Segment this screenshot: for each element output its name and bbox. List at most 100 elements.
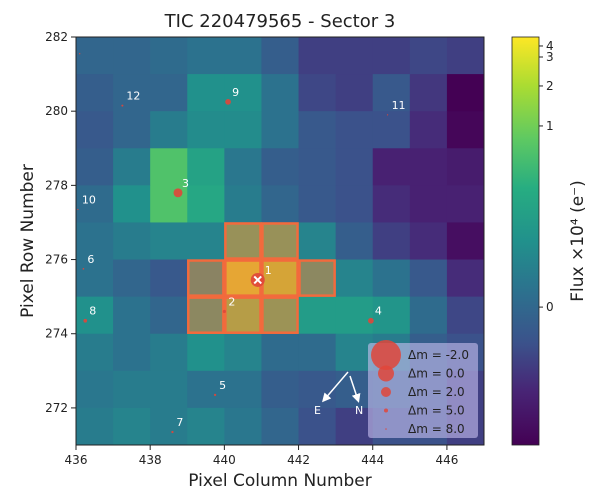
pixel-cell — [150, 185, 188, 223]
star-label: 6 — [87, 253, 94, 266]
pixel-cell — [150, 222, 188, 261]
aperture-pixel — [298, 259, 336, 297]
pixel-cell — [409, 74, 448, 112]
star-label: 3 — [182, 177, 189, 190]
pixel-cell — [187, 370, 225, 409]
pixel-cell — [76, 222, 114, 261]
colorbar-ticks: 43 2 1 0 — [539, 39, 554, 314]
pixel-cell — [409, 37, 448, 75]
pixel-cell — [224, 148, 262, 186]
star-marker — [121, 104, 124, 107]
star-label: 12 — [126, 90, 140, 103]
y-axis-ticks: 272 274 276 278 280 282 — [45, 30, 76, 415]
pixel-cell — [446, 148, 485, 186]
aperture-pixel — [224, 222, 262, 260]
pixel-cell — [76, 407, 114, 446]
pixel-cell — [150, 148, 188, 186]
legend-marker — [378, 365, 394, 382]
pixel-cell — [76, 259, 114, 298]
pixel-cell — [298, 296, 337, 335]
pixel-cell — [187, 333, 225, 372]
star-marker — [222, 309, 226, 314]
x-tick-label: 440 — [213, 453, 236, 467]
colorbar-tick-label: 2 — [546, 79, 554, 93]
colorbar-tick-label: 0 — [546, 300, 554, 314]
pixel-cell — [372, 37, 411, 75]
legend-label: Δm = 5.0 — [408, 404, 465, 418]
plot-frame — [75, 36, 485, 446]
pixel-cell — [113, 74, 151, 112]
pixel-cell — [335, 259, 374, 298]
colorbar-tick-label: 4 — [546, 39, 554, 53]
pixel-cell — [335, 111, 374, 149]
north-arrow-icon — [349, 375, 361, 403]
pixel-cell — [187, 111, 225, 149]
aperture-mask — [187, 222, 336, 334]
pixel-cell — [113, 222, 151, 261]
pixel-cell — [298, 222, 337, 261]
pixel-cell — [76, 185, 114, 223]
x-tick-label: 442 — [287, 453, 310, 467]
pixel-cell — [335, 333, 374, 372]
pixel-cell — [76, 111, 114, 149]
pixel-cell — [298, 407, 337, 446]
star-marker — [368, 317, 374, 324]
pixel-cell — [150, 37, 188, 75]
pixel-cell — [446, 111, 485, 149]
y-tick-label: 282 — [45, 30, 68, 44]
star-marker — [82, 267, 85, 270]
east-arrow-icon — [322, 371, 349, 403]
y-tick-label: 278 — [45, 178, 68, 192]
x-tick-label: 436 — [65, 453, 88, 467]
star-marker — [173, 188, 183, 198]
pixel-cell — [113, 407, 151, 446]
star-label: 1 — [265, 264, 272, 277]
pixel-cell — [298, 74, 337, 112]
aperture-pixel — [261, 222, 299, 260]
pixel-cell — [187, 37, 225, 75]
east-label: E — [314, 404, 321, 417]
pixel-cell — [298, 333, 337, 372]
legend-label: Δm = 0.0 — [408, 367, 465, 381]
legend-marker — [384, 408, 388, 413]
pixel-cell — [372, 74, 411, 112]
pixel-cell — [335, 407, 374, 446]
pixel-cell — [446, 222, 485, 261]
pixel-cell — [113, 333, 151, 372]
star-marker — [83, 318, 88, 323]
colorbar-label: Flux ×10⁴ (e⁻) — [568, 180, 588, 302]
colorbar-tick-label: 3 — [546, 50, 554, 64]
pixel-cell — [113, 185, 151, 223]
star-label: 8 — [89, 305, 96, 318]
aperture-pixel — [261, 296, 299, 334]
pixel-cell — [150, 296, 188, 335]
pixel-cell — [150, 111, 188, 149]
aperture-pixel — [224, 296, 262, 334]
legend-marker — [385, 428, 387, 430]
chart-title: TIC 220479565 - Sector 3 — [164, 11, 396, 32]
star-marker — [213, 393, 217, 397]
pixel-cell — [298, 111, 337, 149]
pixel-cell — [335, 222, 374, 261]
star-label: 10 — [82, 193, 96, 206]
colorbar-tick-label: 1 — [546, 119, 554, 133]
target-cross-icon — [253, 275, 262, 285]
pixel-cell — [446, 74, 485, 112]
pixel-cell — [372, 148, 411, 186]
star-marker — [171, 430, 174, 434]
star-marker — [225, 99, 231, 105]
pixel-cell — [261, 333, 300, 372]
pixel-cell — [298, 37, 337, 75]
pixel-cell — [76, 148, 114, 186]
star-label: 9 — [232, 86, 239, 99]
pixel-cell — [335, 37, 374, 75]
legend-box — [368, 343, 478, 438]
star-label: 4 — [375, 305, 382, 318]
pixel-cell — [113, 111, 151, 149]
pixel-cell — [446, 185, 485, 223]
pixel-cell — [113, 148, 151, 186]
pixel-cell — [76, 37, 114, 75]
pixel-cell — [335, 74, 374, 112]
pixel-cell — [261, 74, 300, 112]
